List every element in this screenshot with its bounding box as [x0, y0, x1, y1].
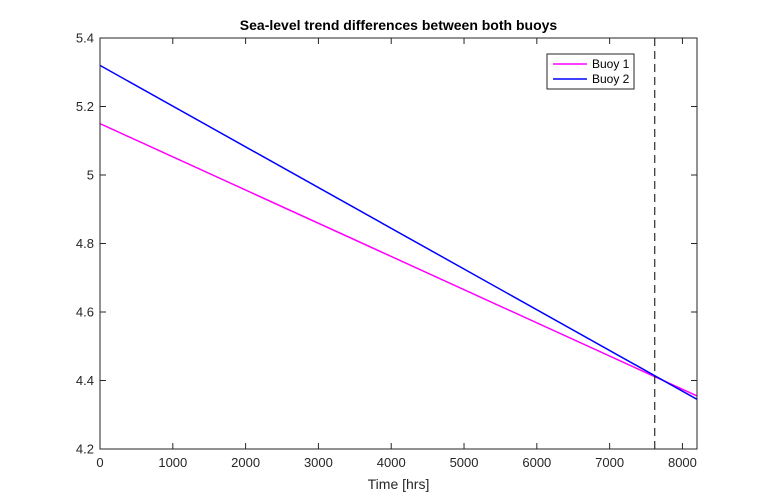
x-tick-label: 3000 — [304, 455, 333, 470]
x-axis-title: Time [hrs] — [368, 476, 430, 492]
series-line-2 — [99, 64, 698, 400]
legend-label-2: Buoy 2 — [592, 72, 630, 86]
plot-background — [100, 38, 697, 449]
x-tick-label: 6000 — [522, 455, 551, 470]
legend-box — [546, 53, 635, 90]
y-tick-label: 4.4 — [76, 373, 94, 388]
series-line-1 — [99, 122, 698, 397]
x-tick-label: 0 — [96, 455, 103, 470]
y-tick-label: 5 — [87, 168, 94, 183]
x-tick-label: 4000 — [377, 455, 406, 470]
y-tick-label: 5.4 — [76, 31, 94, 46]
x-tick-label: 2000 — [231, 455, 260, 470]
y-tick-label: 4.6 — [76, 305, 94, 320]
chart-title: Sea-level trend differences between both… — [240, 17, 558, 33]
y-tick-label: 4.2 — [76, 442, 94, 457]
legend-label-1: Buoy 1 — [592, 57, 630, 71]
plot-area: 0 1000 2000 3000 4000 5000 6000 7000 8000 4.2 4.4 4… — [76, 31, 698, 470]
y-tick-label: 5.2 — [76, 99, 94, 114]
x-tick-label: 8000 — [668, 455, 697, 470]
x-tick-label: 7000 — [595, 455, 624, 470]
x-tick-label: 1000 — [158, 455, 187, 470]
x-tick-label: 5000 — [450, 455, 479, 470]
y-tick-label: 4.8 — [76, 236, 94, 251]
